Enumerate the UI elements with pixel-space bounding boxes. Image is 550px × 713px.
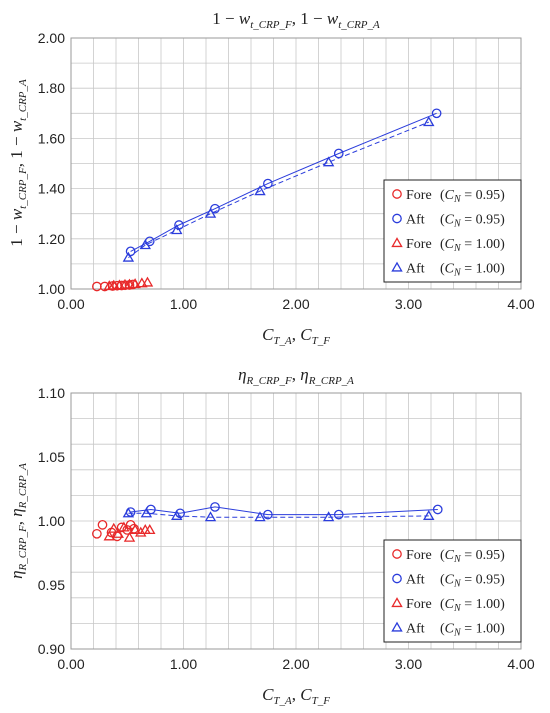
data-point-series-2 xyxy=(144,524,156,535)
data-point-series-2 xyxy=(108,522,120,533)
y-axis-label: 1 − wt_CRP_F, 1 − wt_CRP_A xyxy=(7,79,29,247)
y-tick-label: 1.40 xyxy=(38,181,65,197)
legend-label: Aft (CN = 1.00) xyxy=(406,622,505,639)
legend-marker xyxy=(392,213,402,224)
x-tick-label: 1.00 xyxy=(170,656,197,672)
data-point-series-3 xyxy=(322,511,335,522)
series-line-1 xyxy=(130,506,438,516)
data-point-series-3 xyxy=(171,224,183,235)
y-tick-label: 2.00 xyxy=(38,30,65,46)
legend-label: Fore (CN = 1.00) xyxy=(406,237,505,254)
data-point-series-2 xyxy=(129,278,141,289)
data-point-series-3 xyxy=(423,116,435,127)
chart-wake-fraction: 0.00 1.00 2.00 3.00 4.001.001.201.401.601.80… xyxy=(7,9,535,347)
data-point-series-3 xyxy=(204,207,217,218)
data-point-series-3 xyxy=(254,511,266,522)
data-point-series-3 xyxy=(423,509,435,520)
data-point-series-2 xyxy=(135,526,147,537)
x-tick-label: 2.00 xyxy=(282,656,309,672)
plot-frame xyxy=(70,392,522,650)
y-tick-label: 1.00 xyxy=(38,513,65,529)
legend-label: Fore (CN = 0.95) xyxy=(406,548,505,565)
x-tick-label: 1.00 xyxy=(170,296,197,312)
data-point-series-3 xyxy=(171,509,183,520)
data-point-series-1 xyxy=(333,148,344,159)
y-tick-label: 1.00 xyxy=(38,281,65,297)
data-point-series-2 xyxy=(103,530,115,541)
legend-marker xyxy=(391,621,403,632)
y-tick-label: 0.95 xyxy=(38,577,65,593)
data-point-series-3 xyxy=(140,507,153,518)
y-tick-label: 1.05 xyxy=(38,449,65,465)
data-point-series-0 xyxy=(92,528,102,539)
x-tick-label: 2.00 xyxy=(282,296,309,312)
x-axis-label: CT_A, CT_F xyxy=(262,325,330,347)
y-tick-label: 0.90 xyxy=(38,641,65,657)
data-point-series-2 xyxy=(118,521,130,532)
chart-title: 1 − wt_CRP_F, 1 − wt_CRP_A xyxy=(212,9,380,31)
legend-marker xyxy=(391,597,403,608)
legend-marker xyxy=(392,189,402,199)
data-point-series-3 xyxy=(122,251,135,262)
legend-marker xyxy=(392,549,402,559)
data-point-series-0 xyxy=(97,519,108,530)
x-tick-label: 4.00 xyxy=(507,656,534,672)
data-point-series-0 xyxy=(122,525,133,535)
y-tick-label: 1.60 xyxy=(38,130,65,146)
data-point-series-1 xyxy=(263,178,273,189)
x-tick-label: 0.00 xyxy=(57,656,84,672)
x-tick-label: 0.00 xyxy=(57,296,84,312)
plot-frame xyxy=(70,37,522,290)
y-axis-label: ηR_CRP_F, ηR_CRP_A xyxy=(7,463,29,579)
y-tick-label: 1.10 xyxy=(38,385,65,401)
legend-label: Aft (CN = 0.95) xyxy=(406,213,505,230)
legend-box xyxy=(383,179,522,283)
legend-label: Fore (CN = 1.00) xyxy=(406,597,505,614)
data-point-series-2 xyxy=(129,524,141,535)
series-line-1 xyxy=(130,112,437,252)
y-tick-label: 1.20 xyxy=(38,231,65,247)
series-line-3 xyxy=(128,512,429,518)
legend-label: Fore (CN = 0.95) xyxy=(406,188,505,205)
data-point-series-2 xyxy=(108,279,120,290)
data-point-series-1 xyxy=(432,504,443,515)
legend-box xyxy=(383,539,522,643)
legend-marker xyxy=(392,573,402,584)
chart-title: ηR_CRP_F, ηR_CRP_A xyxy=(238,365,354,387)
x-tick-label: 3.00 xyxy=(395,296,422,312)
data-point-series-2 xyxy=(141,276,154,287)
data-point-series-3 xyxy=(139,239,151,250)
data-point-series-0 xyxy=(128,279,138,290)
data-point-series-2 xyxy=(112,527,124,538)
data-point-series-1 xyxy=(333,509,344,520)
data-point-series-2 xyxy=(123,531,136,542)
data-point-series-3 xyxy=(204,511,217,522)
data-point-series-1 xyxy=(125,246,136,257)
data-point-series-3 xyxy=(322,156,335,167)
legend-marker xyxy=(391,237,403,248)
x-axis-label: CT_A, CT_F xyxy=(262,685,330,707)
chart-relative-rotative-efficiency: 0.00 1.00 2.00 3.00 4.00 0.90 0.95 1.00 1.05 1.10… xyxy=(7,365,535,707)
x-tick-label: 3.00 xyxy=(395,656,422,672)
x-tick-label: 4.00 xyxy=(507,296,534,312)
legend-label: Aft (CN = 1.00) xyxy=(406,262,505,279)
data-point-series-1 xyxy=(431,108,442,119)
y-tick-label: 1.80 xyxy=(38,80,65,96)
data-point-series-3 xyxy=(254,185,266,196)
data-point-series-1 xyxy=(263,509,273,520)
data-point-series-1 xyxy=(210,502,220,512)
data-point-series-3 xyxy=(122,507,135,518)
legend-label: Aft (CN = 0.95) xyxy=(406,573,505,590)
legend-marker xyxy=(391,261,403,272)
